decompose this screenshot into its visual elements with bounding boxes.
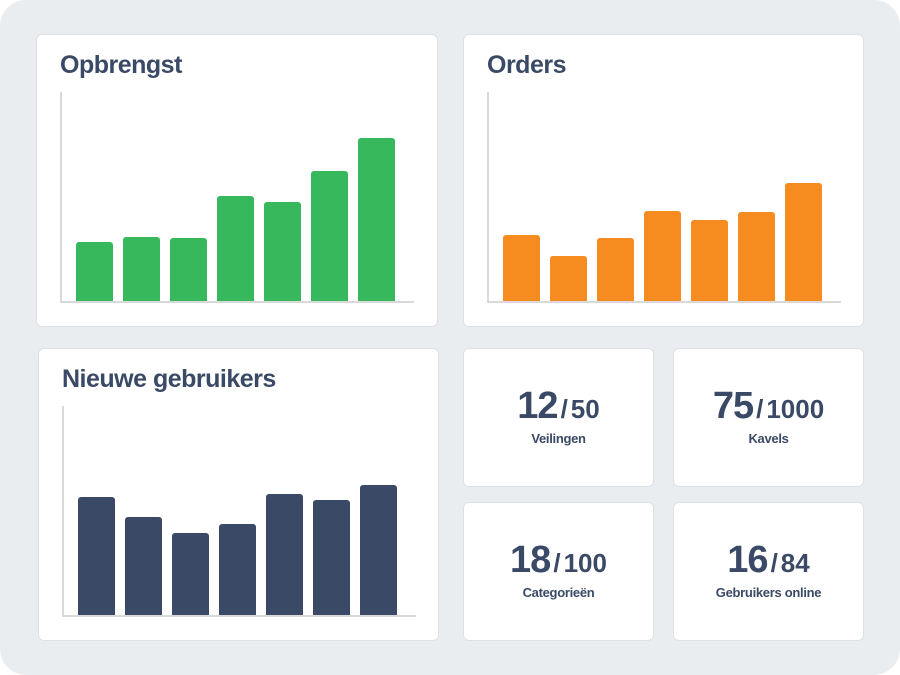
stat-label: Kavels bbox=[748, 431, 789, 446]
new-users-title: Nieuwe gebruikers bbox=[62, 365, 276, 393]
bar-7 bbox=[360, 484, 397, 615]
stat-value: 16 bbox=[727, 539, 768, 581]
bar-5 bbox=[266, 493, 303, 615]
stat-slash: / bbox=[770, 548, 778, 578]
bar-5 bbox=[691, 220, 728, 301]
orders-title: Orders bbox=[487, 51, 566, 79]
revenue-chart bbox=[60, 92, 414, 303]
stat-total: 100 bbox=[563, 548, 607, 578]
stat-slash: / bbox=[553, 548, 561, 578]
bar-6 bbox=[311, 170, 348, 301]
bar-4 bbox=[217, 195, 254, 301]
new-users-card: Nieuwe gebruikers bbox=[38, 348, 439, 641]
stat-value: 18 bbox=[510, 539, 551, 581]
bar-3 bbox=[597, 238, 634, 301]
stat-card-lots: 75/1000 Kavels bbox=[673, 348, 864, 487]
stat-label: Gebruikers online bbox=[715, 585, 822, 600]
bar-1 bbox=[503, 235, 540, 301]
bar-2 bbox=[550, 256, 587, 301]
stat-total: 1000 bbox=[766, 394, 825, 424]
bar-4 bbox=[219, 524, 256, 615]
stat-label: Veilingen bbox=[531, 431, 586, 446]
bar-7 bbox=[785, 182, 822, 301]
stat-slash: / bbox=[756, 394, 764, 424]
revenue-title: Opbrengst bbox=[60, 51, 182, 79]
stat-card-users-online: 16/84 Gebruikers online bbox=[673, 502, 864, 641]
bar-1 bbox=[76, 242, 113, 301]
bar-5 bbox=[264, 202, 301, 301]
orders-chart bbox=[487, 92, 841, 303]
x-axis bbox=[487, 301, 841, 303]
stat-total: 84 bbox=[780, 548, 810, 578]
y-axis bbox=[60, 92, 62, 303]
revenue-card: Opbrengst bbox=[36, 34, 438, 327]
stat-card-auctions: 12/50 Veilingen bbox=[463, 348, 654, 487]
stat-slash: / bbox=[560, 394, 568, 424]
bar-2 bbox=[125, 517, 162, 615]
bar-3 bbox=[170, 238, 207, 301]
stat-value: 75 bbox=[712, 385, 754, 427]
x-axis bbox=[60, 301, 414, 303]
x-axis bbox=[62, 615, 416, 617]
bar-2 bbox=[123, 237, 160, 301]
bar-7 bbox=[358, 137, 395, 301]
stat-value: 12 bbox=[517, 385, 558, 427]
bar-6 bbox=[738, 212, 775, 301]
bar-6 bbox=[313, 499, 350, 615]
orders-card: Orders bbox=[463, 34, 864, 327]
bar-4 bbox=[644, 211, 681, 301]
stat-total: 50 bbox=[570, 394, 600, 424]
new-users-chart bbox=[62, 406, 416, 617]
stat-card-categories: 18/100 Categorieën bbox=[463, 502, 654, 641]
y-axis bbox=[487, 92, 489, 303]
stat-label: Categorieën bbox=[522, 585, 595, 600]
bar-3 bbox=[172, 533, 209, 615]
bar-1 bbox=[78, 496, 115, 615]
y-axis bbox=[62, 406, 64, 617]
